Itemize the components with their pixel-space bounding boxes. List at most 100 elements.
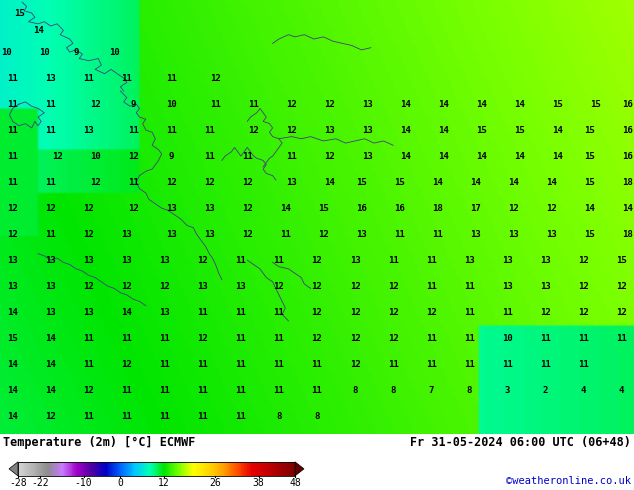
Text: 11: 11 (160, 360, 170, 369)
Bar (63, 462, 64, 476)
Bar (228, 462, 230, 476)
Bar (134, 462, 135, 476)
Bar (146, 462, 147, 476)
Text: 14: 14 (280, 204, 290, 213)
Bar (44, 462, 45, 476)
Bar (177, 462, 178, 476)
Text: 14: 14 (470, 178, 481, 187)
Polygon shape (295, 462, 304, 476)
Bar (77, 462, 78, 476)
Text: 8: 8 (391, 386, 396, 395)
Text: 12: 12 (312, 334, 322, 343)
Bar (150, 462, 151, 476)
Bar (82, 462, 84, 476)
Text: 11: 11 (46, 178, 56, 187)
Text: 12: 12 (198, 334, 208, 343)
Text: 13: 13 (8, 282, 18, 291)
Text: 12: 12 (198, 256, 208, 265)
Bar (55, 462, 56, 476)
Text: 14: 14 (547, 178, 557, 187)
Text: 15: 15 (515, 125, 525, 135)
Bar (246, 462, 247, 476)
Text: 12: 12 (128, 151, 138, 161)
Text: Fr 31-05-2024 06:00 UTC (06+48): Fr 31-05-2024 06:00 UTC (06+48) (410, 436, 631, 449)
Bar (167, 462, 169, 476)
Bar (61, 462, 62, 476)
Bar (200, 462, 201, 476)
Bar (58, 462, 60, 476)
Bar (272, 462, 273, 476)
Text: 14: 14 (401, 125, 411, 135)
Bar (268, 462, 269, 476)
Bar (130, 462, 131, 476)
Bar (78, 462, 79, 476)
Bar (243, 462, 244, 476)
Text: 11: 11 (312, 360, 322, 369)
Bar (223, 462, 224, 476)
Text: 13: 13 (325, 125, 335, 135)
Bar (287, 462, 288, 476)
Text: 13: 13 (356, 230, 366, 239)
Text: 13: 13 (84, 125, 94, 135)
Bar (222, 462, 223, 476)
Text: 17: 17 (470, 204, 481, 213)
Bar (52, 462, 53, 476)
Text: 12: 12 (325, 99, 335, 109)
Bar (66, 462, 67, 476)
Bar (171, 462, 172, 476)
Bar (103, 462, 104, 476)
Bar (157, 462, 158, 476)
Bar (35, 462, 36, 476)
Text: 12: 12 (46, 204, 56, 213)
Bar (152, 462, 153, 476)
Bar (281, 462, 282, 476)
Text: 11: 11 (122, 334, 132, 343)
Bar (89, 462, 90, 476)
Bar (218, 462, 219, 476)
Bar (107, 462, 108, 476)
Bar (219, 462, 220, 476)
Text: 12: 12 (242, 204, 252, 213)
Text: 14: 14 (8, 386, 18, 395)
Bar (90, 462, 91, 476)
Text: 38: 38 (253, 478, 264, 488)
Text: 11: 11 (464, 360, 474, 369)
Text: 11: 11 (502, 308, 512, 317)
Text: 11: 11 (388, 360, 398, 369)
Bar (224, 462, 225, 476)
Text: 11: 11 (46, 99, 56, 109)
Text: 15: 15 (585, 178, 595, 187)
Bar (120, 462, 122, 476)
Bar (142, 462, 143, 476)
Text: 14: 14 (515, 99, 525, 109)
Text: 13: 13 (166, 230, 176, 239)
Bar (110, 462, 111, 476)
Bar (104, 462, 105, 476)
Text: 10: 10 (1, 48, 11, 56)
Text: 0: 0 (117, 478, 123, 488)
Bar (274, 462, 275, 476)
Text: 11: 11 (160, 334, 170, 343)
Text: 12: 12 (547, 204, 557, 213)
Text: 11: 11 (128, 178, 138, 187)
Text: 12: 12 (287, 125, 297, 135)
Text: 14: 14 (8, 308, 18, 317)
Bar (284, 462, 285, 476)
Bar (100, 462, 101, 476)
Text: 14: 14 (401, 151, 411, 161)
Text: 11: 11 (274, 360, 284, 369)
Bar (57, 462, 58, 476)
Text: 14: 14 (623, 204, 633, 213)
Text: 16: 16 (394, 204, 404, 213)
Bar (124, 462, 125, 476)
Text: 15: 15 (318, 204, 328, 213)
Text: 12: 12 (578, 282, 588, 291)
Text: 13: 13 (470, 230, 481, 239)
Text: 12: 12 (388, 334, 398, 343)
Text: 15: 15 (553, 99, 563, 109)
Text: 12: 12 (426, 308, 436, 317)
Bar (22, 462, 23, 476)
Bar (217, 462, 218, 476)
Bar (205, 462, 206, 476)
Text: 13: 13 (166, 204, 176, 213)
